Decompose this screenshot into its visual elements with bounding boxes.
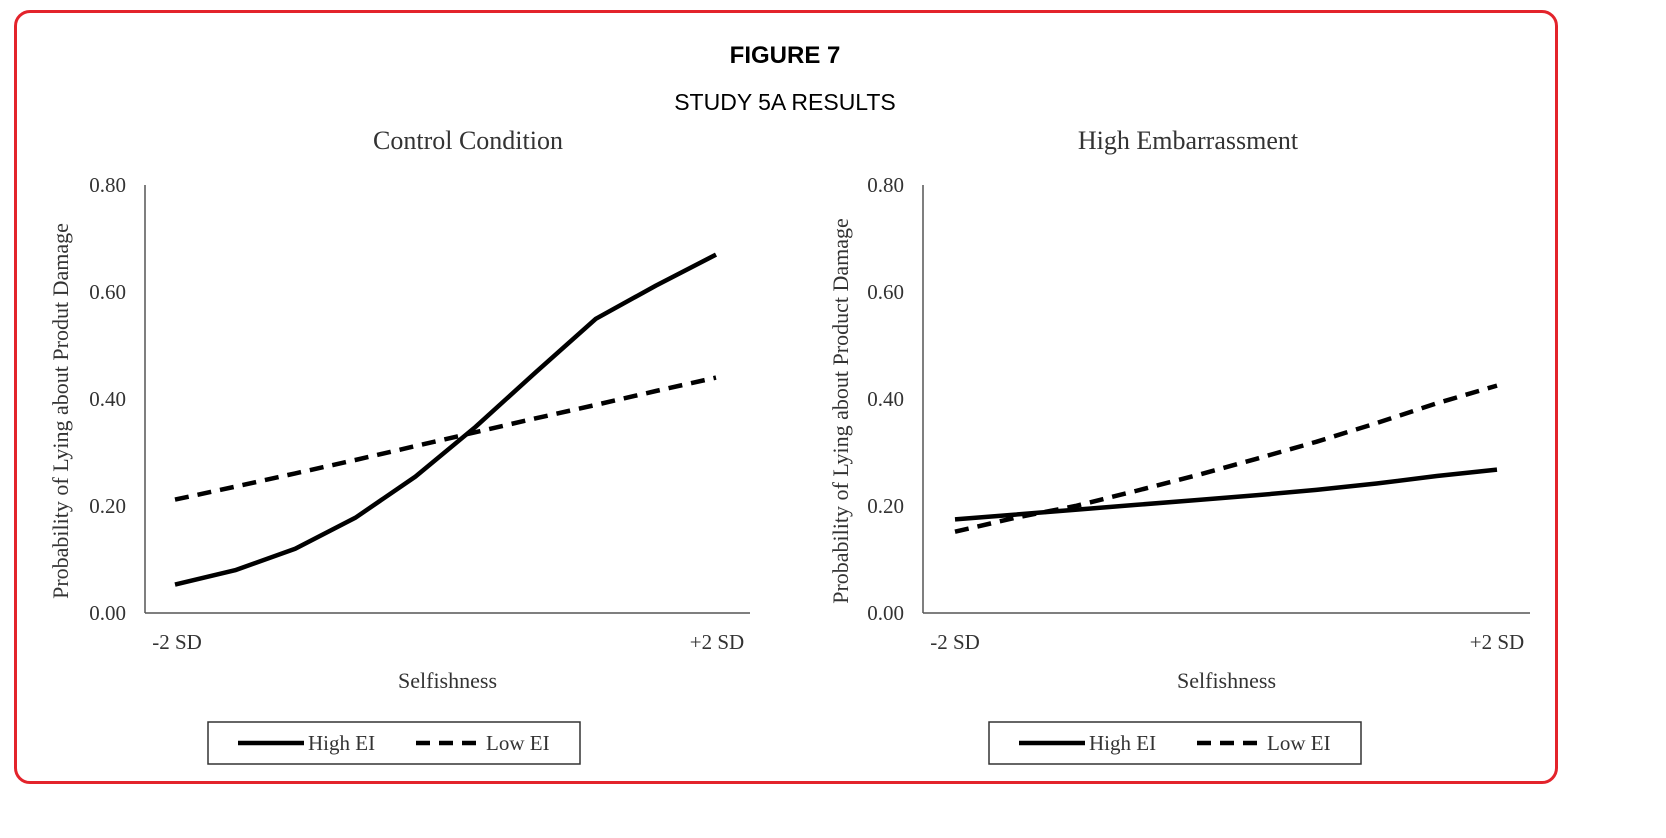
series-line-high-ei (954, 467, 1498, 522)
x-tick-label: +2 SD (690, 630, 744, 654)
series-line-low-ei (174, 375, 717, 502)
y-tick-label: 0.80 (867, 173, 904, 197)
legend-label: Low EI (1267, 731, 1331, 755)
legend-label: High EI (1089, 731, 1156, 755)
legend: High EI Low EI (207, 721, 581, 765)
figure-frame (14, 10, 1558, 784)
series-line-low-ei (954, 383, 1498, 534)
y-tick-label: 0.40 (867, 387, 904, 411)
x-tick-label: -2 SD (152, 630, 202, 654)
chart-panel-1: Control Condition 0.00 0.20 0.40 0.60 0.80 -2 … (48, 126, 750, 765)
y-tick-label: 0.40 (89, 387, 126, 411)
legend-label: High EI (308, 731, 375, 755)
x-axis-title: Selfishness (1177, 668, 1276, 693)
y-axis-title: Probability of Lying about Product Damag… (828, 218, 853, 604)
x-axis-title: Selfishness (398, 668, 497, 693)
y-tick-label: 0.60 (867, 280, 904, 304)
y-tick-label: 0.80 (89, 173, 126, 197)
y-tick-label: 0.60 (89, 280, 126, 304)
series-line-high-ei (174, 252, 718, 587)
y-tick-label: 0.20 (867, 494, 904, 518)
legend: High EI Low EI (988, 721, 1362, 765)
figure-subtitle: STUDY 5A RESULTS (674, 89, 896, 115)
chart-title: Control Condition (373, 126, 563, 155)
y-tick-label: 0.00 (89, 601, 126, 625)
figure-title: FIGURE 7 (729, 42, 841, 69)
chart-panel-2: High Embarrassment 0.00 0.20 0.40 0.60 0.80 -2… (828, 126, 1530, 765)
y-tick-label: 0.20 (89, 494, 126, 518)
x-tick-label: +2 SD (1470, 630, 1524, 654)
legend-label: Low EI (486, 731, 550, 755)
charts-svg: Control Condition 0.00 0.20 0.40 0.60 0.80 -2 … (48, 126, 1530, 765)
chart-title: High Embarrassment (1078, 126, 1299, 155)
y-tick-label: 0.00 (867, 601, 904, 625)
y-axis-title: Probability of Lying about Produt Damage (48, 223, 73, 599)
x-tick-label: -2 SD (930, 630, 980, 654)
